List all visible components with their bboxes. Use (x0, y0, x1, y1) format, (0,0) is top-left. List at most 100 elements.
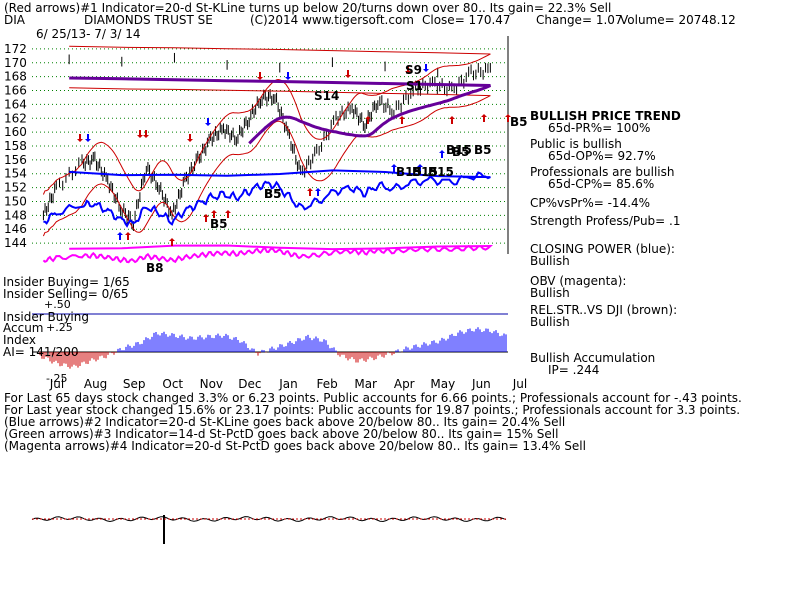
signal-label: S1 (406, 79, 423, 93)
x-tick-label: Mar (354, 377, 377, 391)
signal-arrow (345, 70, 351, 78)
signal-arrow (203, 214, 209, 222)
signal-label: B15 (446, 143, 472, 157)
insider-selling: Insider Selling= 0/65 (3, 287, 129, 301)
ticker: DIA (4, 13, 25, 27)
signal-label: B5 (452, 145, 470, 159)
date-range: 6/ 25/13- 7/ 3/ 14 (36, 27, 141, 41)
signal-label: B15 (428, 165, 454, 179)
ai-value: AI= 141/200 (3, 345, 79, 359)
signal-arrow (257, 72, 263, 80)
signal-arrows (77, 64, 511, 246)
y-tick-label: 160 (4, 125, 27, 139)
volume-value: Volume= 20748.12 (620, 13, 736, 27)
footer-line-1: For Last 65 days stock changed 3.3% or 6… (4, 391, 742, 405)
signal-arrow (449, 116, 455, 124)
obv-value: Bullish (530, 286, 570, 300)
professionals-status: Professionals are bullish (530, 165, 675, 179)
closing-power-line (43, 169, 491, 228)
signal-arrow (187, 134, 193, 142)
signal-arrow (417, 164, 423, 172)
signal-arrow (307, 188, 313, 196)
insider-buying: Insider Buying= 1/65 (3, 275, 130, 289)
signal-label: B5 (474, 143, 492, 157)
indicator-1-line: (Red arrows)#1 Indicator=20-d St-KLine t… (4, 1, 612, 15)
y-tick-label: 146 (4, 222, 27, 236)
bottom-indicator-line (31, 516, 507, 523)
signal-label: B5 (210, 217, 228, 231)
x-tick-label: Nov (200, 377, 223, 391)
signal-arrow (205, 118, 211, 126)
signal-label: B5 (510, 115, 528, 129)
copyright: (C)2014 www.tigersoft.com (250, 13, 414, 27)
y-tick-label: 170 (4, 56, 27, 70)
public-status: Public is bullish (530, 137, 622, 151)
accum-label: Accum (3, 321, 44, 335)
ip-value: IP= .244 (548, 363, 600, 377)
signal-arrow (137, 130, 143, 138)
signal-arrow (439, 150, 445, 158)
y-tick-label: 162 (4, 111, 27, 125)
x-tick-label: Dec (238, 377, 261, 391)
company-name: DIAMONDS TRUST SE (84, 13, 213, 27)
closing-power-label: CLOSING POWER (blue): (530, 242, 675, 256)
signal-arrow (211, 210, 217, 218)
grid (32, 36, 509, 254)
y-tick-label: 166 (4, 84, 27, 98)
signal-arrow (169, 238, 175, 246)
insider-title: Insider Buying (3, 310, 89, 324)
trend-value: 65d-PR%= 100% (548, 121, 651, 135)
x-tick-label: Apr (394, 377, 415, 391)
y-tick-label: 148 (4, 208, 27, 222)
footer-line-5: (Magenta arrows)#4 Indicator=20-d St-Pct… (4, 439, 586, 453)
trend-title: BULLISH PRICE TREND (530, 109, 681, 123)
cp-vs-pr: CP%vsPr%= -14.4% (530, 196, 651, 210)
closing-power-value: Bullish (530, 254, 570, 268)
signal-arrow (391, 164, 397, 172)
professionals-value: 65d-CP%= 85.6% (548, 177, 655, 191)
change-value: Change= 1.07 (536, 13, 623, 27)
y-tick-label: 168 (4, 70, 27, 84)
signal-arrow (225, 210, 231, 218)
signal-arrow (77, 134, 83, 142)
y-tick-label: 144 (4, 236, 27, 250)
moving-average (69, 76, 492, 145)
x-tick-label: Jan (278, 377, 298, 391)
strength: Strength Profess/Pub= .1 (530, 214, 681, 228)
footer-line-2: For Last year stock changed 15.6% or 23.… (4, 403, 741, 417)
signal-label: B8 (146, 261, 164, 275)
x-tick-label: Oct (162, 377, 183, 391)
accumulation-label: Bullish Accumulation (530, 351, 656, 365)
x-tick-label: Sep (123, 377, 146, 391)
y-tick-label: 156 (4, 153, 27, 167)
y-tick-label: 152 (4, 181, 27, 195)
x-tick-label: Jul (512, 377, 527, 391)
public-value: 65d-OP%= 92.7% (548, 149, 656, 163)
signal-arrow (505, 114, 511, 122)
lower-band (42, 87, 491, 237)
index-label: Index (3, 333, 37, 347)
signal-label: S14 (314, 89, 339, 103)
signal-arrow (143, 130, 149, 138)
obv-line (42, 244, 493, 264)
signal-label: B5 (264, 187, 282, 201)
signal-arrow (285, 72, 291, 80)
bottom-strip (31, 515, 508, 544)
overlays (42, 45, 493, 264)
signal-arrow (423, 64, 429, 72)
signal-label: B15 (396, 165, 422, 179)
accum-panel (32, 313, 508, 369)
close-value: Close= 170.47 (422, 13, 511, 27)
signal-arrow (399, 116, 405, 124)
y-tick-label: 150 (4, 194, 27, 208)
y-tick-label: 158 (4, 139, 27, 153)
accum-minus25: -.25 (46, 372, 68, 385)
signal-arrow (405, 66, 411, 74)
accum-plus25: +.25 (46, 321, 73, 334)
signal-arrow (85, 134, 91, 142)
signal-label: B5 (264, 187, 282, 201)
footer-line-3: (Blue arrows)#2 Indicator=20-d St-KLine … (4, 415, 566, 429)
x-tick-label: Aug (84, 377, 107, 391)
